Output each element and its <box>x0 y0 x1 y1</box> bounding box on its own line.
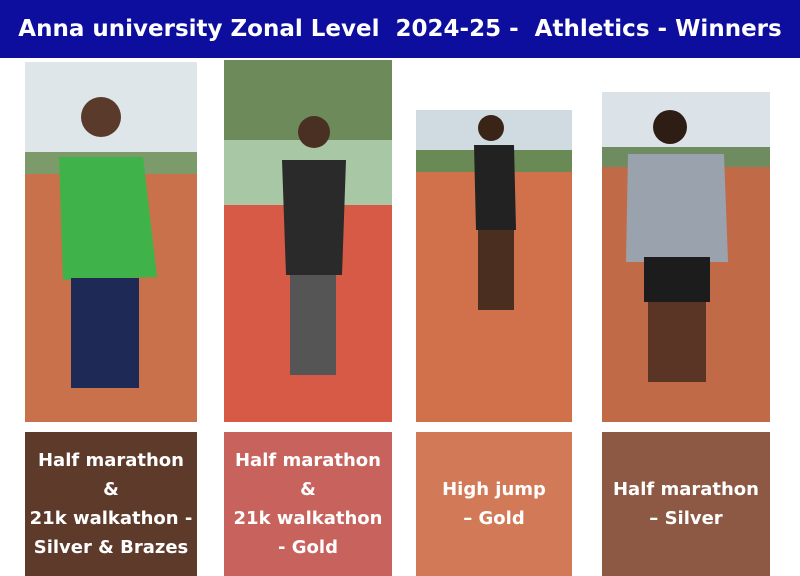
caption-line: Half marathon <box>234 450 381 471</box>
caption-box: Half marathon & 21k walkathon - Silver & Br… <box>25 432 197 576</box>
photo <box>416 110 572 422</box>
title-banner: Anna university Zonal Level 2024-25 - At… <box>0 0 800 58</box>
caption-box: Half marathon – Silver <box>602 432 770 576</box>
title: Anna university Zonal Level 2024-25 - At… <box>18 16 782 42</box>
caption-line: 21k walkathon - <box>29 508 193 529</box>
caption-box: Half marathon & 21k walkathon - Gold <box>224 432 392 576</box>
caption-line: & <box>300 479 316 500</box>
caption-line: Silver & Brazes <box>33 537 189 558</box>
caption-line: - Gold <box>278 537 338 558</box>
caption-line: – Silver <box>649 508 723 529</box>
caption-line: & <box>103 479 119 500</box>
photo <box>224 60 392 422</box>
caption-line: Half marathon <box>612 479 759 500</box>
caption-line: Half marathon <box>37 450 184 471</box>
photo <box>25 62 197 422</box>
caption-box: High jump – Gold <box>416 432 572 576</box>
photo <box>602 92 770 422</box>
caption-line: High jump <box>442 479 546 500</box>
caption-line: – Gold <box>463 508 525 529</box>
caption-line: 21k walkathon <box>233 508 383 529</box>
